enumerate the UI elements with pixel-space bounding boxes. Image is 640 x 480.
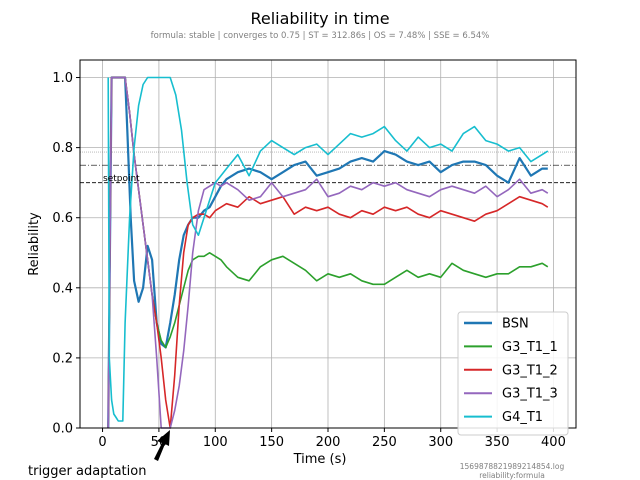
series-lines [107, 76, 549, 429]
x-tick-label-7: 350 [485, 435, 510, 450]
x-axis-label: Time (s) [293, 452, 347, 467]
legend-label-g3-t1-2: G3_T1_2 [502, 363, 558, 378]
file-note-line-1: 1569878821989214854.log [460, 462, 565, 471]
y-tick-label-1: 0.2 [52, 351, 73, 366]
y-tick-label-3: 0.6 [52, 211, 73, 226]
reference-lines [80, 151, 576, 184]
x-tick-label-6: 300 [428, 435, 453, 450]
series-line-bsn [107, 76, 548, 429]
legend-box [457, 311, 569, 436]
series-line-g4-t1 [107, 76, 549, 422]
x-tick-label-2: 100 [203, 435, 228, 450]
legend-label-g3-t1-1: G3_T1_1 [502, 340, 558, 355]
setpoint-label: setpoint [103, 174, 140, 184]
x-tick-label-8: 400 [541, 435, 566, 450]
legend-label-g3-t1-3: G3_T1_3 [502, 387, 558, 402]
y-tick-label-2: 0.4 [52, 281, 73, 296]
x-tick-label-3: 150 [259, 435, 284, 450]
series-line-g3-t1-3 [107, 76, 549, 429]
legend-label-bsn: BSN [502, 317, 529, 332]
x-tick-label-4: 200 [316, 435, 341, 450]
file-note-line-2: reliability:formula [479, 471, 545, 480]
y-tick-label-5: 1.0 [52, 71, 73, 86]
trigger-annotation: trigger adaptation [28, 430, 170, 479]
grid [80, 60, 576, 429]
y-tick-label-0: 0.0 [52, 422, 73, 437]
y-tick-label-4: 0.8 [52, 141, 73, 156]
chart-subtitle: formula: stable | converges to 0.75 | ST… [151, 31, 490, 41]
legend: BSN G3_T1_1 G3_T1_2 G3_T1_3 G4_T1 [457, 311, 569, 436]
x-tick-label-5: 250 [372, 435, 397, 450]
chart-title: Reliability in time [250, 9, 389, 28]
x-tick-label-0: 0 [98, 435, 106, 450]
legend-label-g4-t1: G4_T1 [502, 410, 543, 425]
trigger-annotation-text: trigger adaptation [28, 464, 146, 479]
y-ticks: 0.0 0.2 0.4 0.6 0.8 1.0 [52, 71, 80, 437]
trigger-arrow [154, 430, 170, 461]
y-axis-label: Reliability [27, 212, 42, 276]
